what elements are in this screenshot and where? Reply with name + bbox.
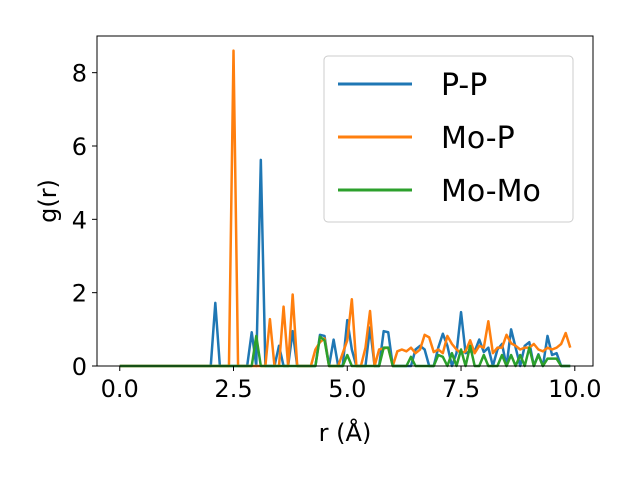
y-tick-label: 4 bbox=[72, 206, 87, 234]
y-tick-label: 8 bbox=[72, 60, 87, 88]
legend-box bbox=[323, 55, 574, 223]
x-tick-label: 5.0 bbox=[328, 375, 366, 403]
y-axis: 0 2 4 6 8 bbox=[72, 60, 97, 381]
plot-frame bbox=[96, 35, 594, 367]
legend: P-P Mo-P Mo-Mo bbox=[323, 55, 574, 223]
x-tick-label: 2.5 bbox=[214, 375, 252, 403]
y-tick-label: 6 bbox=[72, 133, 87, 161]
x-tick-label: 10.0 bbox=[548, 375, 601, 403]
x-axis: 0.0 2.5 5.0 7.5 10.0 bbox=[101, 366, 602, 403]
legend-label-1: Mo-P bbox=[441, 121, 515, 156]
y-tick-label: 2 bbox=[72, 280, 87, 308]
x-axis-label: r (Å) bbox=[319, 418, 372, 447]
y-axis-label: g(r) bbox=[34, 179, 62, 223]
legend-label-2: Mo-Mo bbox=[441, 174, 541, 209]
y-tick-label: 0 bbox=[72, 353, 87, 381]
legend-label-0: P-P bbox=[441, 68, 487, 103]
x-tick-label: 7.5 bbox=[442, 375, 480, 403]
x-tick-label: 0.0 bbox=[101, 375, 139, 403]
